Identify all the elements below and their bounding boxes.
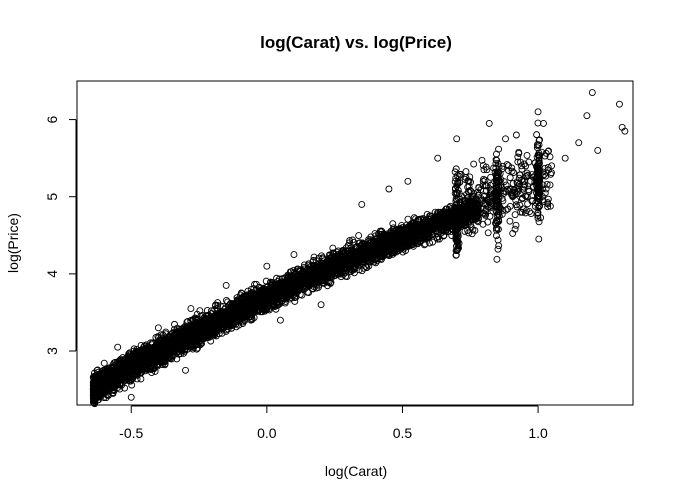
data-point bbox=[418, 229, 426, 237]
points-layer bbox=[89, 89, 629, 408]
data-point bbox=[244, 287, 252, 295]
data-point bbox=[355, 266, 363, 274]
chart-title: log(Carat) vs. log(Price) bbox=[260, 33, 452, 52]
data-point bbox=[426, 221, 434, 229]
data-point bbox=[336, 257, 344, 265]
data-point bbox=[210, 331, 217, 338]
data-point bbox=[305, 272, 313, 280]
data-point bbox=[291, 297, 299, 305]
data-point bbox=[408, 231, 416, 239]
data-point bbox=[365, 236, 372, 243]
data-point bbox=[403, 239, 411, 247]
data-point bbox=[400, 230, 407, 238]
data-point bbox=[157, 334, 165, 342]
data-point bbox=[355, 232, 363, 239]
data-point bbox=[404, 215, 412, 223]
data-point bbox=[429, 238, 437, 246]
data-point bbox=[409, 230, 417, 238]
data-point bbox=[319, 254, 327, 262]
data-point bbox=[419, 231, 427, 239]
data-point bbox=[402, 243, 410, 251]
data-point bbox=[315, 281, 323, 289]
data-point bbox=[128, 381, 136, 389]
data-point bbox=[266, 278, 274, 286]
data-point bbox=[419, 222, 427, 230]
data-point bbox=[337, 273, 345, 281]
data-point bbox=[116, 385, 124, 393]
data-point bbox=[409, 241, 417, 249]
data-point bbox=[424, 233, 432, 241]
data-point bbox=[228, 324, 235, 332]
data-point bbox=[252, 280, 260, 288]
data-point bbox=[194, 333, 202, 341]
data-point bbox=[157, 331, 165, 339]
data-point bbox=[407, 238, 415, 246]
data-point bbox=[399, 243, 407, 251]
data-point bbox=[233, 297, 241, 305]
data-point bbox=[395, 225, 403, 233]
data-point bbox=[214, 299, 222, 306]
data-point bbox=[162, 346, 170, 354]
data-point bbox=[389, 220, 397, 228]
data-point bbox=[327, 278, 335, 286]
data-point bbox=[212, 301, 220, 309]
data-point bbox=[339, 247, 347, 255]
data-point bbox=[377, 252, 384, 260]
data-point bbox=[194, 344, 201, 352]
data-point bbox=[129, 359, 137, 367]
data-point bbox=[366, 253, 374, 261]
data-point bbox=[90, 392, 98, 400]
data-point bbox=[384, 251, 392, 259]
data-point bbox=[444, 223, 452, 231]
data-point bbox=[285, 289, 293, 297]
data-point bbox=[90, 399, 98, 407]
data-point bbox=[290, 294, 298, 301]
data-point bbox=[389, 229, 396, 237]
data-point bbox=[355, 259, 363, 267]
data-point bbox=[305, 289, 313, 296]
data-point bbox=[148, 369, 156, 376]
data-point bbox=[237, 289, 245, 297]
data-point bbox=[264, 302, 272, 309]
data-point bbox=[232, 323, 240, 331]
data-point bbox=[192, 315, 200, 323]
data-point bbox=[220, 324, 228, 332]
data-point bbox=[246, 299, 254, 307]
data-point bbox=[184, 317, 192, 325]
data-point bbox=[265, 306, 273, 314]
data-point bbox=[376, 233, 384, 241]
data-point bbox=[346, 237, 354, 245]
data-point bbox=[414, 222, 422, 230]
data-point bbox=[345, 263, 353, 271]
plot-frame bbox=[76, 80, 634, 406]
data-point bbox=[381, 233, 389, 241]
data-point bbox=[305, 279, 313, 287]
data-point bbox=[219, 302, 227, 310]
data-point bbox=[381, 238, 389, 246]
data-point bbox=[247, 285, 255, 293]
data-point bbox=[248, 316, 256, 324]
data-point bbox=[273, 298, 281, 306]
data-point bbox=[154, 362, 162, 370]
data-point bbox=[124, 375, 132, 383]
data-point bbox=[100, 359, 108, 367]
data-point bbox=[423, 221, 431, 229]
data-point bbox=[330, 249, 338, 257]
data-point bbox=[352, 253, 360, 261]
data-point bbox=[304, 282, 312, 290]
data-point bbox=[318, 259, 326, 267]
data-point bbox=[170, 332, 178, 340]
data-point bbox=[193, 334, 201, 342]
data-point bbox=[371, 230, 379, 237]
data-point bbox=[241, 317, 249, 325]
data-point bbox=[348, 246, 356, 254]
data-point bbox=[326, 254, 334, 262]
data-point bbox=[178, 342, 186, 350]
data-point bbox=[310, 253, 318, 261]
data-point bbox=[333, 256, 341, 264]
data-point bbox=[90, 395, 98, 403]
